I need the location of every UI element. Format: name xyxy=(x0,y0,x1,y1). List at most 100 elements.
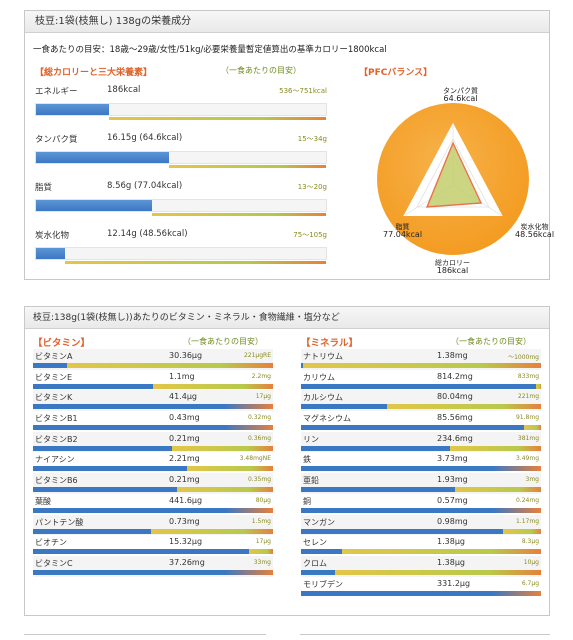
nutrient-target-band xyxy=(177,487,273,493)
nutrient-value: 30.36μg xyxy=(169,351,203,360)
nutrient-target: 6.7μg xyxy=(521,579,539,587)
macro-row: タンパク質 16.15g (64.6kcal) 15〜34g xyxy=(35,133,327,168)
nutrient-bar xyxy=(301,507,541,513)
macro-label: エネルギー xyxy=(35,87,78,97)
nutrient-label: ビタミンE xyxy=(35,372,73,382)
nutrient-target: 91.8mg xyxy=(515,414,539,422)
nutrient-target-band xyxy=(249,549,273,555)
nutrient-target-band xyxy=(153,383,273,389)
mineral-row: クロム 1.38μg 10μg xyxy=(301,555,541,577)
nutrient-bar-fill xyxy=(301,507,541,513)
mineral-header: 【ミネラル】 （一食あたりの目安） xyxy=(301,333,541,349)
macro-target: 75〜105g xyxy=(293,231,327,239)
nutrient-bar xyxy=(301,549,541,555)
nutrient-label: 葉酸 xyxy=(35,496,51,506)
nutrient-bar-fill xyxy=(301,404,388,410)
nutrient-target: 1.17mg xyxy=(515,517,539,525)
pfc-balance-chart: タンパク質 64.6kcal 脂質 77.04kcal 炭水化物 48.56kcal … xyxy=(355,79,555,279)
nutrient-bar xyxy=(301,383,541,389)
nutrient-value: 15.32μg xyxy=(169,537,203,547)
nutrient-target: 〜1000mg xyxy=(508,354,539,361)
macro-value: 12.14g (48.56kcal) xyxy=(107,229,188,239)
macro-bar-fill xyxy=(36,104,109,115)
vitamin-row: ナイアシン 2.21mg 3.48mgNE xyxy=(33,452,273,473)
nutrient-bar-fill xyxy=(33,487,177,493)
mineral-row: ナトリウム 1.38mg 〜1000mg xyxy=(301,349,541,370)
per-meal-header: （一食あたりの目安） xyxy=(183,337,263,346)
macro-row: エネルギー 186kcal 536〜751kcal xyxy=(35,85,327,120)
per-meal-header: （一食あたりの目安） xyxy=(451,337,531,346)
nutrient-label: 亜鉛 xyxy=(303,476,319,486)
nutrition-summary-panel: 枝豆:1袋(枝無し) 138gの栄養成分 一食あたりの目安：18歳〜29歳/女性… xyxy=(24,10,555,280)
macro-bar-fill xyxy=(36,200,152,211)
nutrient-bar-fill xyxy=(33,383,153,389)
nutrient-target: 0.24mg xyxy=(515,496,539,504)
nutrient-target: 833mg xyxy=(517,372,539,380)
pfc-section-header: 【PFCバランス】 xyxy=(359,68,433,78)
vitamin-row: ビタミンA 30.36μg 221μgRE xyxy=(33,349,273,370)
nutrient-value: 814.2mg xyxy=(437,371,473,381)
nutrient-bar xyxy=(33,363,273,368)
nutrient-label: ビタミンB2 xyxy=(35,434,78,444)
nutrient-value: 1.93mg xyxy=(437,475,468,485)
macro-label: 炭水化物 xyxy=(35,231,70,241)
nutrient-target: 0.36mg xyxy=(247,434,271,442)
macro-target: 13〜20g xyxy=(297,183,327,191)
nutrient-bar-fill xyxy=(301,487,455,493)
nutrient-target-band xyxy=(454,487,541,493)
vitamin-row: ビタミンB1 0.43mg 0.32mg xyxy=(33,411,273,432)
nutrient-target: 80μg xyxy=(255,496,271,504)
nutrient-value: 0.73mg xyxy=(169,516,200,526)
nutrient-bar-fill xyxy=(33,507,273,513)
nutrient-bar xyxy=(301,404,541,410)
macro-bar xyxy=(35,199,327,216)
pfc-carb-label: 炭水化物 48.56kcal xyxy=(515,223,555,239)
nutrient-bar xyxy=(301,466,541,472)
nutrient-bar-fill xyxy=(301,569,335,575)
vitamin-row: ビタミンK 41.4μg 17μg xyxy=(33,390,273,412)
nutrient-label: ビタミンK xyxy=(35,393,73,403)
mineral-row: リン 234.6mg 381mg xyxy=(301,431,541,453)
mineral-section-label: 【ミネラル】 xyxy=(301,338,359,349)
nutrient-label: マンガン xyxy=(303,517,335,527)
nutrient-bar-fill xyxy=(301,528,503,534)
nutrient-target: 3.48mgNE xyxy=(239,455,271,463)
nutrient-label: ビオチン xyxy=(35,538,67,548)
nutrient-target-band xyxy=(303,363,541,368)
mineral-row: カルシウム 80.04mg 221mg xyxy=(301,390,541,412)
nutrient-value: 441.6μg xyxy=(169,495,203,505)
nutrient-bar xyxy=(33,528,273,534)
nutrient-bar xyxy=(33,383,273,389)
nutrient-bar xyxy=(33,507,273,513)
mineral-column: 【ミネラル】 （一食あたりの目安） ナトリウム 1.38mg 〜1000mg カリウム… xyxy=(301,333,541,597)
nutrient-label: クロム xyxy=(303,558,327,568)
nutrient-value: 1.38μg xyxy=(437,557,465,567)
nutrient-label: ナイアシン xyxy=(35,455,75,465)
nutrient-value: 0.21mg xyxy=(169,475,200,485)
mineral-row: カリウム 814.2mg 833mg xyxy=(301,370,541,391)
macro-value: 8.56g (77.04kcal) xyxy=(107,181,183,191)
nutrient-bar xyxy=(301,487,541,493)
nutrient-bar-fill xyxy=(33,549,249,555)
vitamin-row: ビタミンB2 0.21mg 0.36mg xyxy=(33,431,273,453)
macro-target-band xyxy=(65,261,326,264)
nutrient-target: 3.49mg xyxy=(515,455,539,463)
nutrient-bar-fill xyxy=(33,363,67,368)
vitamin-header: 【ビタミン】 （一食あたりの目安） xyxy=(33,333,273,349)
vitamin-row: 葉酸 441.6μg 80μg xyxy=(33,494,273,515)
macro-row: 脂質 8.56g (77.04kcal) 13〜20g xyxy=(35,181,327,216)
nutrient-bar-fill xyxy=(301,363,304,368)
nutrient-target: 3mg xyxy=(525,476,539,484)
macro-value: 186kcal xyxy=(107,85,141,95)
macro-target-band xyxy=(169,165,326,168)
vitamin-row: ビタミンE 1.1mg 2.2mg xyxy=(33,370,273,391)
vitamin-row: ビタミンB6 0.21mg 0.35mg xyxy=(33,473,273,494)
macro-bar-fill xyxy=(36,248,65,259)
macro-target-band xyxy=(108,117,326,120)
nutrient-label: カルシウム xyxy=(303,393,343,403)
nutrient-label: 銅 xyxy=(303,496,311,506)
nutrient-bar xyxy=(33,404,273,410)
nutrient-label: ビタミンB1 xyxy=(35,414,78,424)
nutrient-target-band xyxy=(387,404,541,410)
nutrient-bar xyxy=(301,445,541,451)
